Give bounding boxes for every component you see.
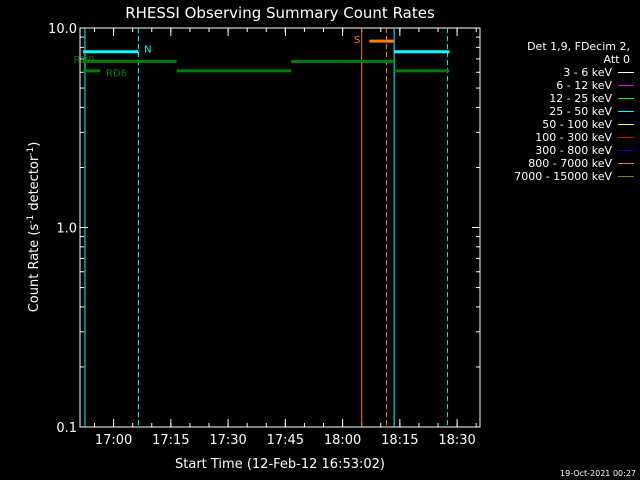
y-axis-label-exp2: -1 [26,147,36,156]
legend-swatch [618,111,634,112]
flag-segments [83,39,450,73]
chart-title: RHESSI Observing Summary Count Rates [125,4,435,22]
y-axis-label-part2: detector [27,155,42,215]
x-tick-label: 18:00 [324,433,361,448]
y-axis-label-part3: ) [27,142,42,147]
flag-label: RD0 [74,55,95,66]
y-axis-label: Count Rate (s-1 detector-1) [26,142,42,313]
legend-entry-label: 12 - 25 keV [549,92,612,105]
legend-entry: 12 - 25 keV [484,92,634,105]
x-tick-label: 17:30 [209,433,246,448]
x-tick-label: 18:15 [381,433,418,448]
timestamp: 19-Oct-2021 00:27 [560,469,636,478]
legend-header-line2: Att 0 [603,53,630,66]
x-tick-label: 17:45 [267,433,304,448]
y-axis-label-exp1: -1 [26,215,36,224]
x-tick-label: 17:15 [152,433,189,448]
legend-swatch [618,150,634,151]
flag-label: S [354,35,360,46]
x-axis-label: Start Time (12-Feb-12 16:53:02) [175,457,385,472]
legend-entry-label: 100 - 300 keV [535,131,612,144]
flag-label: N [144,44,151,55]
y-tick-label: 10.0 [48,22,77,37]
legend-entry-label: 50 - 100 keV [542,118,612,131]
x-tick-label: 17:00 [95,433,132,448]
legend-swatch [618,124,634,125]
legend-entry: 6 - 12 keV [484,79,634,92]
legend: Det 1,9, FDecim 2, Att 0 3 - 6 keV 6 - 12… [484,40,634,183]
legend-entry-label: 3 - 6 keV [563,66,612,79]
axis-ticks: 17:00 17:15 17:30 17:45 18:00 18:15 18:30 0.1 1.… [48,22,480,448]
legend-entry: 7000 - 15000 keV [484,170,634,183]
legend-swatch [618,137,634,138]
legend-swatch [618,85,634,86]
legend-header-line1: Det 1,9, FDecim 2, [527,40,630,53]
y-tick-label: 0.1 [56,421,77,436]
y-tick-label: 1.0 [56,222,77,237]
legend-entry: 25 - 50 keV [484,105,634,118]
legend-entries: 3 - 6 keV 6 - 12 keV 12 - 25 keV 25 - 50 ke… [484,66,634,183]
flag-label: RD6 [106,68,127,79]
legend-entry-label: 800 - 7000 keV [528,157,612,170]
legend-entry: 100 - 300 keV [484,131,634,144]
legend-swatch [618,163,634,164]
legend-entry: 3 - 6 keV [484,66,634,79]
legend-entry-label: 300 - 800 keV [535,144,612,157]
flag-lines [84,28,449,427]
flag-labels: RD0 RD6 N S [74,35,361,79]
legend-entry-label: 7000 - 15000 keV [514,170,612,183]
legend-swatch [618,72,634,73]
legend-entry-label: 25 - 50 keV [549,105,612,118]
legend-entry: 300 - 800 keV [484,144,634,157]
legend-entry: 50 - 100 keV [484,118,634,131]
legend-swatch [618,176,634,177]
legend-entry-label: 6 - 12 keV [556,79,612,92]
legend-swatch [618,98,634,99]
legend-entry: 800 - 7000 keV [484,157,634,170]
x-tick-label: 18:30 [438,433,475,448]
y-axis-label-part1: Count Rate (s [27,224,42,313]
plot-frame [79,27,481,428]
